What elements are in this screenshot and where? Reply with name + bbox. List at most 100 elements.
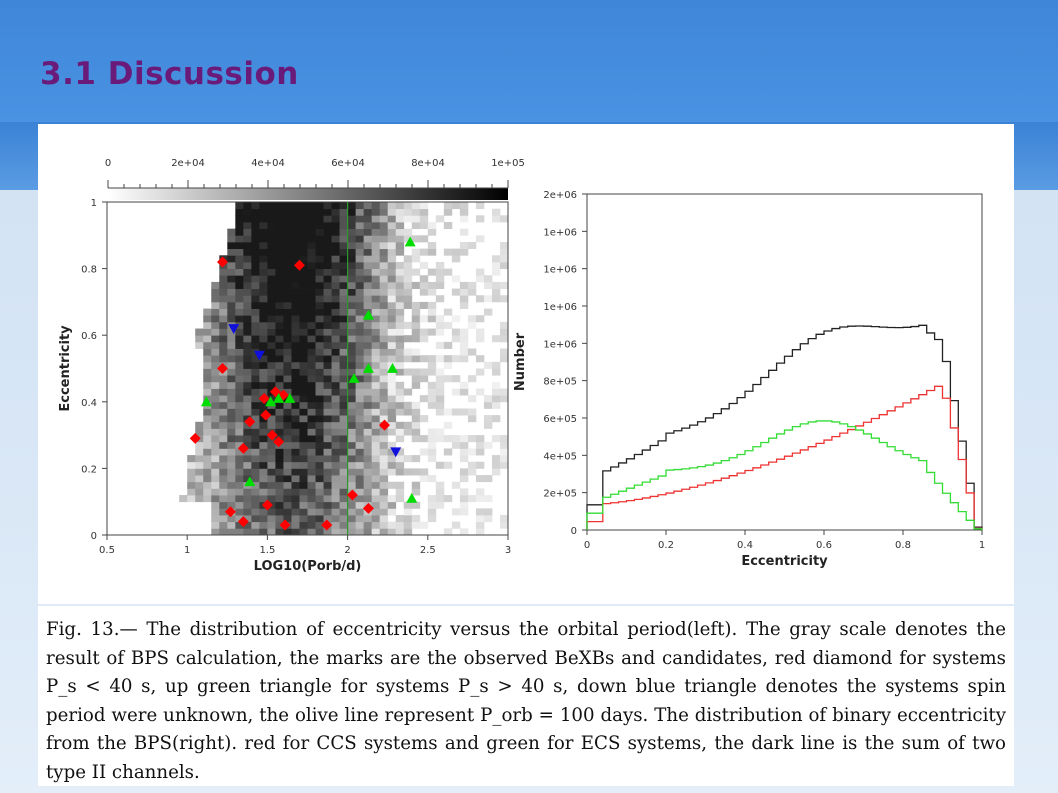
heatmap-cell [451, 255, 461, 263]
heatmap-cell [419, 235, 429, 243]
heatmap-cell [307, 381, 316, 389]
heatmap-cell [323, 348, 332, 356]
heatmap-cell [347, 268, 357, 276]
heatmap-cell [211, 375, 220, 383]
heatmap-cell [251, 308, 260, 316]
heatmap-cell [283, 288, 292, 296]
heatmap-cell [291, 455, 300, 463]
heatmap-cell [291, 315, 300, 323]
heatmap-cell [467, 395, 477, 403]
heatmap-cell [355, 515, 365, 523]
heatmap-cell [475, 235, 485, 243]
heatmap-cell [403, 468, 413, 476]
heatmap-cell [411, 501, 421, 509]
heatmap-cell [203, 461, 212, 469]
heatmap-cell [235, 368, 244, 376]
heatmap-cell [211, 488, 220, 496]
heatmap-cell [403, 348, 413, 356]
heatmap-cell [275, 301, 284, 309]
heatmap-cell [387, 428, 397, 436]
heatmap-cell [331, 281, 340, 289]
heatmap-cell [411, 348, 421, 356]
heatmap-cell [307, 288, 316, 296]
heatmap-cell [227, 295, 236, 303]
heatmap-cell [387, 455, 397, 463]
heatmap-cell [251, 481, 260, 489]
heatmap-cell [227, 368, 236, 376]
heatmap-cell [251, 208, 260, 216]
heatmap-cell [323, 501, 332, 509]
heatmap-cell [243, 468, 252, 476]
heatmap-cell [283, 202, 292, 210]
heatmap-cell [219, 521, 228, 529]
heatmap-cell [475, 488, 485, 496]
heatmap-cell [371, 368, 381, 376]
heatmap-cell [307, 368, 316, 376]
heatmap-cell [291, 288, 300, 296]
heatmap-cell [339, 408, 348, 416]
heatmap-cell [267, 328, 276, 336]
heatmap-cell [227, 228, 236, 236]
heatmap-cell [499, 395, 509, 403]
heatmap-cell [355, 288, 365, 296]
heatmap-cell [499, 321, 509, 329]
heatmap-cell [347, 421, 357, 429]
heatmap-cell [259, 455, 268, 463]
heatmap-cell [243, 288, 252, 296]
heatmap-cell [259, 221, 268, 230]
heatmap-cell [259, 388, 268, 396]
heatmap-cell [259, 202, 268, 210]
heatmap-cell [371, 381, 381, 389]
green-up-triangle-marker [404, 236, 416, 247]
heatmap-cell [283, 348, 292, 356]
green-up-triangle-marker [348, 372, 360, 383]
heatmap-cell [283, 355, 292, 363]
heatmap-cell [371, 435, 381, 443]
heatmap-cell [339, 328, 348, 336]
heatmap-cell [259, 328, 268, 336]
heatmap-cell [299, 335, 308, 343]
heatmap-cell [395, 428, 405, 436]
heatmap-cell [419, 368, 429, 376]
y-tick-label: 1e+06 [543, 302, 577, 313]
heatmap-cell [235, 328, 244, 336]
heatmap-cell [243, 335, 252, 343]
heatmap-cell [307, 401, 316, 409]
heatmap-cell [267, 448, 276, 456]
heatmap-cell [251, 335, 260, 343]
heatmap-cell [379, 348, 389, 356]
heatmap-cell [387, 415, 397, 423]
heatmap-cell [379, 448, 389, 456]
heatmap-cell [315, 368, 324, 376]
heatmap-cell [275, 528, 284, 536]
heatmap-cell [395, 301, 405, 309]
heatmap-cell [211, 288, 220, 296]
heatmap-cell [275, 241, 284, 250]
heatmap-cell [243, 348, 252, 356]
heatmap-cell [299, 401, 308, 409]
heatmap-cell [307, 455, 316, 463]
heatmap-cell [315, 441, 324, 449]
heatmap-cell [331, 361, 340, 369]
heatmap-cell [475, 295, 485, 303]
heatmap-cell [467, 348, 477, 356]
heatmap-cell [363, 441, 373, 449]
heatmap-cell [299, 528, 308, 536]
heatmap-cell [275, 235, 284, 243]
heatmap-cell [379, 355, 389, 363]
heatmap-cell [275, 455, 284, 463]
heatmap-cell [291, 281, 300, 289]
heatmap-cell [371, 481, 381, 489]
heatmap-cell [235, 361, 244, 369]
heatmap-cell [379, 235, 389, 243]
heatmap-cell [347, 315, 357, 323]
red-diamond-marker [258, 392, 270, 404]
heatmap-cell [499, 515, 509, 523]
heatmap-cell [299, 468, 308, 476]
heatmap-cell [355, 501, 365, 509]
heatmap-cell [339, 355, 348, 363]
heatmap-cell [403, 355, 413, 363]
green-up-triangle-marker [362, 309, 374, 320]
heatmap-cell [411, 375, 421, 383]
heatmap-cell [475, 461, 485, 469]
